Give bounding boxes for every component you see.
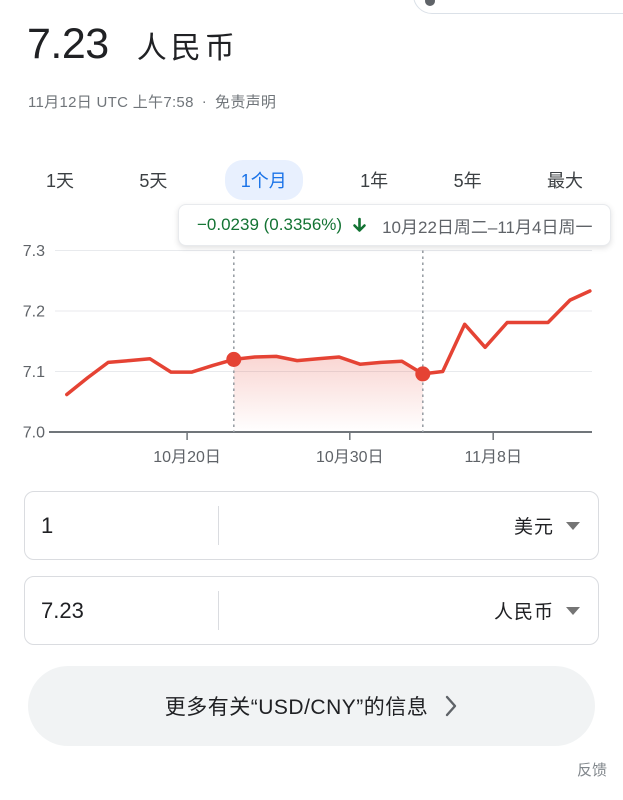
cropped-search-box [413, 0, 623, 14]
dropdown-arrow-icon [566, 521, 580, 530]
price-value: 7.23 [27, 20, 109, 68]
tab-1-day[interactable]: 1天 [46, 171, 75, 191]
more-info-button[interactable]: 更多有关“USD/CNY”的信息 [28, 666, 595, 746]
selection-tooltip: −0.0239 (0.3356%) 10月22日周二–11月4日周一 [178, 204, 612, 246]
price-currency-label: 人民币 [136, 32, 239, 65]
tab-1-year[interactable]: 1年 [360, 171, 389, 191]
timestamp: 11月12日 UTC 上午7:58 [28, 94, 194, 111]
chevron-right-icon [446, 695, 457, 717]
arrow-down-icon [353, 217, 366, 232]
selection-dot [415, 366, 431, 382]
field-divider [218, 591, 219, 630]
range-tabs: 1天 5天 1个月 1年 5年 最大 [38, 160, 591, 200]
timestamp-row: 11月12日 UTC 上午7:58 · 免责声明 [28, 91, 623, 112]
currency-select-label: 人民币 [493, 602, 554, 623]
converter-row-to: 人民币 [24, 576, 599, 645]
tab-5-day[interactable]: 5天 [139, 171, 168, 191]
footer: 反馈 [0, 759, 623, 780]
converted-amount-input[interactable] [41, 577, 201, 644]
change-value: −0.0239 (0.3356%) [197, 215, 343, 234]
selection-date-range: 10月22日周二–11月4日周一 [382, 217, 593, 237]
cropped-icon-dot [425, 0, 435, 6]
y-tick-label: 7.2 [23, 304, 45, 321]
y-tick-label: 7.1 [23, 364, 45, 381]
y-tick-label: 7.3 [23, 243, 45, 260]
price-line [65, 289, 592, 397]
feedback-link[interactable]: 反馈 [576, 762, 607, 779]
x-tick-label: 10月20日 [153, 449, 221, 466]
tab-5-year[interactable]: 5年 [453, 171, 482, 191]
field-divider [218, 506, 219, 545]
dropdown-arrow-icon [566, 606, 580, 615]
tab-1-month[interactable]: 1个月 [224, 160, 303, 200]
y-tick-label: 7.0 [23, 425, 45, 442]
selection-dot [226, 351, 242, 367]
price-header: 7.23 人民币 [0, 0, 623, 69]
converter-row-from: 美元 [24, 491, 599, 560]
currency-select-from[interactable]: 美元 [514, 492, 580, 559]
selection-area [233, 356, 423, 432]
x-tick-label: 11月8日 [464, 449, 522, 466]
currency-select-label: 美元 [513, 517, 554, 538]
chart-svg[interactable]: 7.0 7.1 7.2 7.3 10月20日 10月30日 11月8日 [0, 200, 623, 475]
x-tick-label: 10月30日 [316, 449, 384, 466]
disclaimer-link[interactable]: 免责声明 [215, 94, 277, 111]
tab-max[interactable]: 最大 [546, 171, 583, 191]
dot-separator: · [201, 93, 208, 110]
currency-select-to[interactable]: 人民币 [494, 577, 580, 644]
chart-area: 7.0 7.1 7.2 7.3 10月20日 10月30日 11月8日 −0.0239 (0… [0, 200, 623, 475]
more-info-label: 更多有关“USD/CNY”的信息 [164, 696, 429, 719]
amount-input[interactable] [41, 492, 201, 559]
